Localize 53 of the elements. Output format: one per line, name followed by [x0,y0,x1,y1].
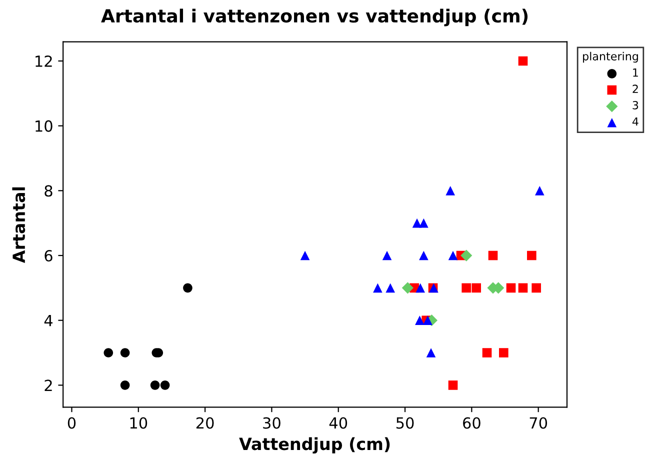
y-tick-label: 8 [44,185,52,197]
point [472,283,481,293]
point [160,380,170,390]
legend-label: 4 [632,117,638,126]
point [518,56,528,66]
point [462,283,472,293]
point [482,348,492,358]
y-tick-label: 12 [36,55,52,67]
legend-label: 1 [633,68,638,77]
point [527,250,536,260]
point [518,283,528,293]
x-tick-label: 70 [530,417,548,429]
x-tick-label: 10 [130,417,148,429]
point [506,283,516,293]
x-tick-label: 40 [329,417,348,429]
y-axis-title: Artantal [12,187,26,264]
legend-label: 3 [632,100,638,110]
x-tick-label: 20 [196,417,214,429]
point [402,282,414,294]
point [104,348,114,358]
point [300,250,310,260]
point [416,283,426,293]
point [415,316,424,325]
legend-title: plantering [583,52,638,63]
point [419,250,428,260]
y-tick-label: 2 [44,380,52,391]
point [448,250,458,260]
point [120,348,130,358]
point [448,380,458,390]
point [532,283,541,293]
point [183,283,192,293]
point [499,348,508,358]
point [426,348,436,358]
y-tick-label: 4 [44,315,52,326]
y-tick-label: 6 [44,250,52,262]
point [120,380,130,390]
point [446,186,456,196]
point [535,186,544,196]
x-tick-label: 50 [396,417,414,429]
chart-title: Artantal i vattenzonen vs vattendjup (cm) [101,8,528,26]
x-tick-label: 30 [263,417,280,429]
point [150,380,160,390]
legend-label: 2 [632,84,638,93]
point [373,283,382,293]
point [460,250,472,262]
x-tick-label: 60 [463,417,480,429]
x-axis-title: Vattendjup (cm) [239,437,390,454]
point [488,250,498,260]
point [419,218,428,228]
y-tick-label: 10 [36,120,52,132]
point [386,283,396,293]
x-tick-label: 0 [68,417,76,429]
point [382,250,392,260]
